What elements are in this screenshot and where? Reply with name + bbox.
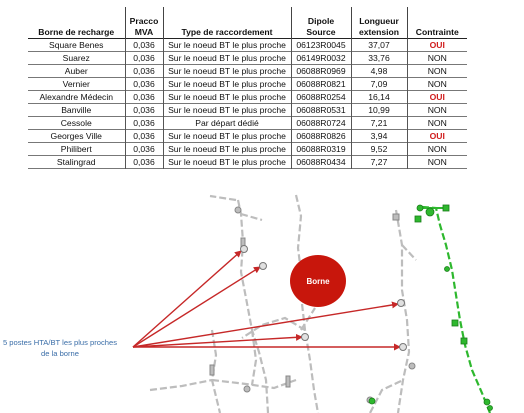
cell-longueur: 7,27 [351,155,408,168]
cell-dipole: 06088R0434 [291,155,352,168]
cell-borne: Auber [28,64,126,77]
hta-bt-stations [240,245,407,351]
cell-longueur: 7,21 [351,116,408,129]
cell-type: Sur le noeud BT le plus proche [163,129,292,142]
borne-marker: Borne [290,255,346,307]
cell-pracco: 0,036 [125,64,164,77]
cell-contrainte: NON [427,117,447,128]
cell-contrainte: NON [427,52,447,63]
cell-contrainte: NON [427,78,447,89]
cell-pracco: 0,036 [125,116,164,129]
table-row: Stalingrad 0,036 Sur le noeud BT le plus p… [28,155,467,168]
cell-pracco: 0,036 [125,103,164,116]
gray-network [149,194,417,413]
table-row: Square Benes 0,036 Sur le noeud BT le plus… [28,38,467,51]
cell-dipole: 06149R0032 [291,51,352,64]
red-arrows [132,250,401,351]
cell-contrainte: OUI [429,130,445,141]
cell-dipole: 06088R0254 [291,90,352,103]
cell-contrainte: NON [427,65,447,76]
cell-contrainte: OUI [429,39,445,50]
cell-pracco: 0,036 [125,77,164,90]
table-row: Alexandre Médecin 0,036 Sur le noeud BT le… [28,90,467,103]
table-row: Auber 0,036 Sur le noeud BT le plus proche… [28,64,467,77]
cell-dipole: 06088R0319 [291,142,352,155]
cell-longueur: 3,94 [351,129,408,142]
table-body: Square Benes 0,036 Sur le noeud BT le plus… [28,38,467,168]
cell-longueur: 7,09 [351,77,408,90]
cell-dipole: 06088R0724 [291,116,352,129]
cell-pracco: 0,036 [125,90,164,103]
arrow-3 [132,266,261,348]
gray-nodes [209,206,416,404]
cell-pracco: 0,036 [125,51,164,64]
cell-type: Par départ dédié [163,116,292,129]
cell-dipole: 06123R0045 [291,38,352,51]
network-map: Borne [132,194,493,413]
cell-longueur: 9,52 [351,142,408,155]
green-network [368,204,493,413]
arrow-4 [132,301,399,348]
cell-type: Sur le noeud BT le plus proche [163,90,292,103]
cell-type: Sur le noeud BT le plus proche [163,51,292,64]
header-borne: Borne de recharge [28,7,126,38]
cell-contrainte: OUI [429,91,445,102]
table-row: Philibert 0,036 Sur le noeud BT le plus pr… [28,142,467,155]
recharge-table: Borne de recharge Pracco MVA Type de racco… [28,7,467,169]
table-header-row: Borne de recharge Pracco MVA Type de racco… [28,7,467,38]
header-type: Type de raccordement [163,7,292,38]
cell-contrainte: NON [427,104,447,115]
cell-borne: Philibert [28,142,126,155]
borne-label: Borne [306,277,330,286]
cell-borne: Alexandre Médecin [28,90,126,103]
cell-dipole: 06088R0826 [291,129,352,142]
arrow-1 [132,250,242,348]
cell-longueur: 4,98 [351,64,408,77]
table-row: Suarez 0,036 Sur le noeud BT le plus proch… [28,51,467,64]
cell-type: Sur le noeud BT le plus proche [163,77,292,90]
cell-longueur: 16,14 [351,90,408,103]
cell-borne: Georges Ville [28,129,126,142]
header-pracco: Pracco MVA [125,7,164,38]
cell-longueur: 33,76 [351,51,408,64]
table-row: Cessole 0,036 Par départ dédié 06088R0724 7,… [28,116,467,129]
cell-contrainte: NON [427,143,447,154]
table-row: Vernier 0,036 Sur le noeud BT le plus proc… [28,77,467,90]
cell-pracco: 0,036 [125,142,164,155]
header-contrainte: Contrainte [415,26,459,37]
annotation-text: 5 postes HTA/BT les plus proches de la b… [2,338,118,358]
cell-pracco: 0,036 [125,155,164,168]
arrow-2 [132,333,303,348]
cell-borne: Banville [28,103,126,116]
header-dipole: Dipole Source [291,7,352,38]
cell-pracco: 0,036 [125,38,164,51]
cell-borne: Stalingrad [28,155,126,168]
cell-dipole: 06088R0821 [291,77,352,90]
cell-type: Sur le noeud BT le plus proche [163,155,292,168]
cell-borne: Cessole [28,116,126,129]
cell-longueur: 10,99 [351,103,408,116]
cell-type: Sur le noeud BT le plus proche [163,38,292,51]
cell-borne: Square Benes [28,38,126,51]
table-row: Georges Ville 0,036 Sur le noeud BT le plu… [28,129,467,142]
cell-type: Sur le noeud BT le plus proche [163,103,292,116]
header-longueur: Longueur extension [351,7,408,38]
cell-type: Sur le noeud BT le plus proche [163,64,292,77]
cell-pracco: 0,036 [125,129,164,142]
cell-type: Sur le noeud BT le plus proche [163,142,292,155]
table-row: Banville 0,036 Sur le noeud BT le plus pro… [28,103,467,116]
cell-dipole: 06088R0969 [291,64,352,77]
cell-borne: Suarez [28,51,126,64]
cell-dipole: 06088R0531 [291,103,352,116]
cell-longueur: 37,07 [351,38,408,51]
cell-contrainte: NON [427,156,447,167]
cell-borne: Vernier [28,77,126,90]
